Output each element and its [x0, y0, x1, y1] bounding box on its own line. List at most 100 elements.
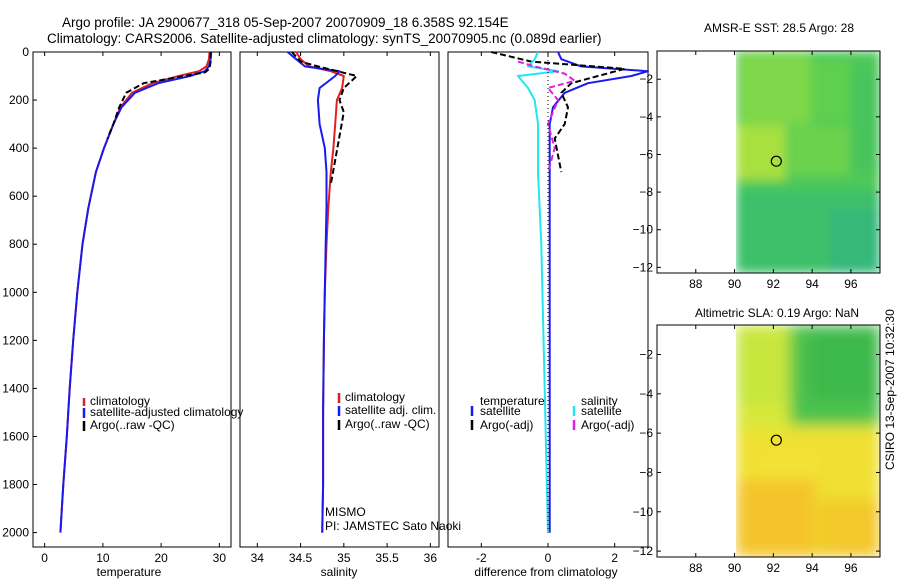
side-timestamp: CSIRO 13-Sep-2007 10:32:30 — [883, 309, 897, 470]
y-tick-label: 1200 — [2, 333, 29, 347]
map-x-tick-label: 88 — [689, 277, 703, 291]
difference-series-group — [491, 51, 649, 533]
sla-map-panel: Altimetric SLA: 0.19 Argo: NaN 88 90 92 94 9… — [633, 306, 881, 575]
map-x-tick-label: 94 — [805, 561, 819, 575]
argo-position-marker — [770, 434, 782, 446]
y-tick-label: 1400 — [2, 381, 29, 395]
legend-heading-salinity: salinity — [581, 394, 618, 408]
series-line-climatology — [59, 51, 211, 533]
difference-xtick-group: -2 0 2 — [476, 52, 618, 565]
x-tick-label: -2 — [476, 551, 487, 565]
series-line-argo-raw-qc- — [106, 52, 212, 139]
legend-heading-temperature: temperature — [480, 394, 545, 408]
difference-panel: -2 0 2 difference from climatology tempera… — [447, 51, 649, 579]
legend-label-satellite-adjusted: satellite-adjusted climatology — [90, 405, 243, 419]
salinity-panel: 34 34.5 35 35.5 36 salinity climatology sate… — [239, 51, 461, 579]
salinity-xtick-group: 34 34.5 35 35.5 36 — [251, 52, 438, 565]
argo-position-marker — [770, 155, 782, 167]
temperature-axes-frame — [32, 51, 232, 548]
series-line-argo-raw-qc- — [291, 51, 358, 185]
map-x-tick-label: 90 — [728, 277, 742, 291]
series-line-temperature-argo-adj- — [491, 51, 626, 173]
salinity-axes-frame — [239, 51, 440, 548]
y-tick-label: 200 — [9, 93, 29, 107]
annotation-program: MISMO — [325, 505, 366, 519]
map-y-tick-label: −10 — [633, 505, 654, 519]
x-tick-label: 35 — [337, 551, 351, 565]
map-y-tick-label: −4 — [639, 110, 653, 124]
map-x-tick-label: 92 — [767, 561, 781, 575]
x-tick-label: 34 — [251, 551, 265, 565]
sla-map-frame — [656, 324, 881, 558]
legend-label-temp-argo: Argo(-adj) — [480, 418, 533, 432]
map-y-tick-label: −8 — [639, 185, 653, 199]
legend-label-climatology: climatology — [345, 390, 405, 404]
map-y-tick-label: −12 — [633, 260, 654, 274]
map-y-tick-label: −6 — [639, 426, 653, 440]
map-y-tick-label: −10 — [633, 223, 654, 237]
legend-label-argo: Argo(..raw -QC) — [90, 418, 175, 432]
sst-tick-group: 88 90 92 94 96 −2 −4 −6 −8 −10 −12 — [633, 51, 880, 291]
series-line-salinity-satellite — [517, 51, 559, 533]
legend-label-satellite-adj: satellite adj. clim. — [345, 403, 436, 417]
temperature-legend: climatology satellite-adjusted climatolo… — [82, 394, 243, 432]
temperature-xtick-group: 0 10 20 30 — [41, 52, 226, 565]
depth-tick-group: 0 200 400 600 800 1000 1200 1400 1600 1800 2000 — [2, 45, 37, 540]
legend-label-temp-satellite: satellite — [480, 404, 521, 418]
salinity-legend: climatology satellite adj. clim. Argo(..… — [337, 390, 436, 431]
y-tick-label: 400 — [9, 141, 29, 155]
map-y-tick-label: −12 — [633, 544, 654, 558]
difference-xlabel: difference from climatology — [474, 565, 617, 579]
y-tick-label: 800 — [9, 237, 29, 251]
y-tick-label: 1600 — [2, 429, 29, 443]
x-tick-label: 35.5 — [375, 551, 399, 565]
x-tick-label: 0 — [41, 551, 48, 565]
sst-map-frame — [656, 50, 881, 274]
x-tick-label: 10 — [96, 551, 110, 565]
salinity-xlabel: salinity — [321, 565, 358, 579]
difference-legend: temperature satellite Argo(-adj) salinit… — [470, 394, 634, 432]
legend-label-sal-argo: Argo(-adj) — [581, 418, 634, 432]
y-tick-label: 600 — [9, 189, 29, 203]
x-tick-label: 2 — [611, 551, 618, 565]
y-tick-label: 2000 — [2, 526, 29, 540]
x-tick-label: 34.5 — [289, 551, 313, 565]
sla-tick-group: 88 90 92 94 96 −2 −4 −6 −8 −10 −12 — [633, 325, 880, 575]
map-y-tick-label: −4 — [639, 387, 653, 401]
sst-map-title: AMSR-E SST: 28.5 Argo: 28 — [704, 21, 854, 35]
annotation-pi: PI: JAMSTEC Sato Naoki — [325, 519, 461, 533]
x-tick-label: 30 — [213, 551, 227, 565]
sst-map-panel: AMSR-E SST: 28.5 Argo: 28 88 90 92 94 96 −2 −4… — [633, 21, 881, 291]
figure-title-line1: Argo profile: JA 2900677_318 05-Sep-2007… — [62, 15, 509, 30]
temperature-series-group — [59, 51, 213, 533]
y-tick-label: 0 — [22, 45, 29, 59]
map-x-tick-label: 96 — [844, 277, 858, 291]
sst-heatmap — [736, 51, 880, 273]
map-x-tick-label: 94 — [805, 277, 819, 291]
map-y-tick-label: −6 — [639, 147, 653, 161]
x-tick-label: 36 — [424, 551, 438, 565]
legend-label-sal-satellite: satellite — [581, 404, 622, 418]
figure-title-line2: Climatology: CARS2006. Satellite-adjuste… — [47, 31, 602, 46]
legend-label-climatology: climatology — [90, 394, 150, 408]
map-x-tick-label: 92 — [767, 277, 781, 291]
map-x-tick-label: 90 — [728, 561, 742, 575]
x-tick-label: 0 — [545, 551, 552, 565]
legend-label-argo: Argo(..raw -QC) — [345, 417, 430, 431]
map-x-tick-label: 88 — [689, 561, 703, 575]
x-tick-label: 20 — [154, 551, 168, 565]
map-x-tick-label: 96 — [844, 561, 858, 575]
map-y-tick-label: −8 — [639, 465, 653, 479]
sla-heatmap — [736, 325, 880, 557]
map-y-tick-label: −2 — [639, 72, 653, 86]
sla-map-title: Altimetric SLA: 0.19 Argo: NaN — [695, 306, 859, 320]
series-line-satellite-adjusted-climatology — [59, 51, 213, 533]
salinity-series-group — [286, 51, 358, 533]
y-tick-label: 1800 — [2, 478, 29, 492]
temperature-panel: 0 200 400 600 800 1000 1200 1400 1600 1800 2000 0 1… — [2, 45, 243, 579]
map-y-tick-label: −2 — [639, 347, 653, 361]
series-line-salinity-argo-adj- — [517, 60, 576, 173]
y-tick-label: 1000 — [2, 285, 29, 299]
series-line-satellite-adj-clim- — [286, 51, 341, 533]
